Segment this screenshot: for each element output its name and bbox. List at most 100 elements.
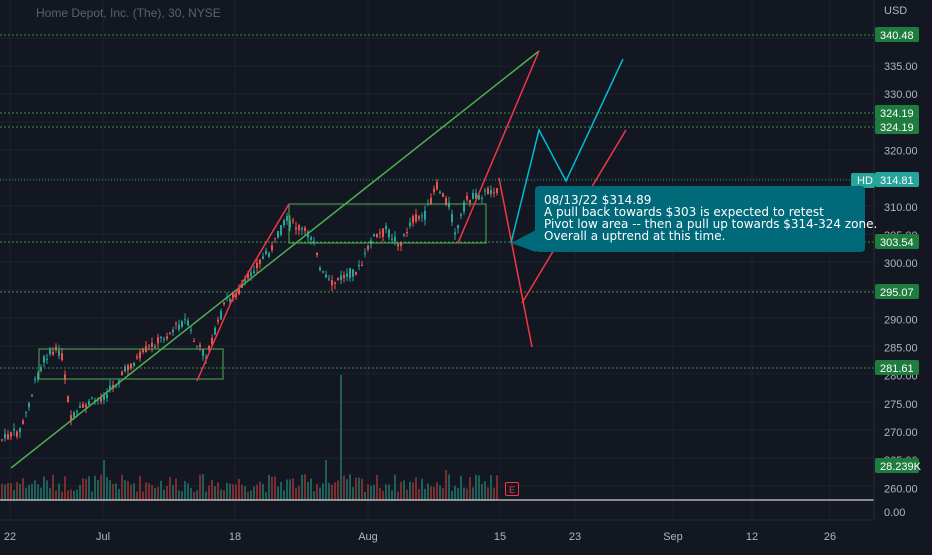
candle-body	[154, 346, 156, 348]
candle-body	[412, 216, 414, 223]
volume-bar	[325, 460, 327, 500]
volume-bar	[106, 477, 108, 500]
price-tick-label: 310.00	[884, 202, 918, 214]
projection-red-c[interactable]	[498, 177, 533, 348]
price-tag-volume: 28.239K	[880, 461, 922, 473]
volume-bar	[82, 478, 84, 500]
annotation-line-3: Pivot low area -- then a pull up towards…	[544, 217, 878, 231]
annotation-callout[interactable]: 08/13/22 $314.89 A pull back towards $30…	[535, 186, 878, 252]
price-tag-bg	[875, 172, 919, 187]
candle-body	[139, 351, 141, 359]
volume-bar	[334, 482, 336, 500]
volume-bar	[262, 483, 264, 500]
candle-body	[187, 320, 189, 326]
candle-body	[142, 349, 144, 353]
candle-body	[124, 366, 126, 372]
volume-bar	[37, 484, 39, 500]
volume-bar	[91, 491, 93, 500]
volume-bar	[427, 483, 429, 500]
candle-body	[238, 288, 240, 295]
axis-currency: USD	[884, 5, 907, 17]
volume-bar	[133, 483, 135, 500]
volume-bar	[406, 489, 408, 500]
candle-body	[250, 272, 252, 277]
horizontal-levels[interactable]	[0, 34, 874, 369]
candle-body	[58, 350, 60, 356]
ticker-badge-bg	[851, 173, 875, 188]
candle-body	[127, 365, 129, 371]
volume-bar	[364, 491, 366, 500]
volume-bar	[22, 478, 24, 500]
volume-bar	[85, 479, 87, 500]
volume-bar	[409, 481, 411, 500]
volume-bar	[55, 490, 57, 500]
projection-red-a[interactable]	[196, 203, 290, 382]
candle-body	[406, 232, 408, 234]
candle-body	[346, 273, 348, 277]
candle-body	[433, 188, 435, 193]
candle-body	[49, 348, 51, 355]
candle-body	[325, 274, 327, 278]
volume-bar	[157, 487, 159, 500]
volume-bar	[496, 475, 498, 500]
candle-body	[472, 192, 474, 199]
candle-body	[493, 192, 495, 194]
volume-bar	[337, 480, 339, 500]
volume-bar	[493, 487, 495, 500]
volume-bar	[472, 487, 474, 500]
projection-red-b[interactable]	[457, 50, 540, 244]
candle-body	[268, 253, 270, 257]
time-tick-label: Jul	[96, 531, 110, 543]
volume-bar	[196, 490, 198, 500]
candle-body	[10, 432, 12, 437]
volume-bar	[139, 475, 141, 500]
volume-bar	[229, 483, 231, 500]
candle-body	[343, 274, 345, 278]
volume-bar	[199, 474, 201, 500]
volume-bar	[370, 485, 372, 500]
time-axis[interactable]: 22 Jul 18 Aug 15 23 Sep 12 26	[0, 519, 874, 543]
volume-bar	[94, 475, 96, 500]
earnings-badge[interactable]: E	[505, 482, 519, 496]
price-tag-level-324-19-a: 324.19	[880, 108, 914, 120]
volume-bar	[79, 484, 81, 500]
volume-bar	[46, 480, 48, 500]
candle-body	[415, 214, 417, 222]
volume-bar	[202, 474, 204, 500]
candle-body	[76, 411, 78, 413]
volume-bar	[487, 487, 489, 500]
candle-body	[52, 351, 54, 355]
candle-body	[373, 234, 375, 236]
candle-body	[235, 292, 237, 297]
candle-body	[364, 253, 366, 255]
candle-body	[157, 337, 159, 344]
candle-body	[466, 196, 468, 200]
volume-bar	[73, 490, 75, 500]
volume-bar	[298, 485, 300, 500]
volume-bar	[13, 489, 15, 500]
price-tag-last-price: 314.81	[880, 175, 914, 187]
candle-body	[376, 233, 378, 237]
candle-body	[421, 215, 423, 217]
candle-body	[214, 327, 216, 335]
candle-body	[286, 215, 288, 221]
candle-body	[229, 299, 231, 302]
volume-bar	[400, 481, 402, 500]
candle-body	[205, 357, 207, 359]
price-tag-bg	[875, 360, 919, 375]
candle-body	[4, 433, 6, 439]
time-tick-label: 26	[824, 531, 836, 543]
volume-zero-label: 0.00	[884, 507, 905, 519]
projection-cyan[interactable]	[510, 58, 624, 244]
candle-body	[64, 374, 66, 381]
candle-body	[463, 202, 465, 212]
candle-body	[28, 403, 30, 408]
trend-line-green[interactable]	[10, 50, 540, 469]
price-tag-bg	[875, 119, 919, 134]
volume-bar	[169, 477, 171, 500]
consolidation-boxes[interactable]	[38, 203, 487, 380]
volume-bar	[4, 484, 6, 500]
time-tick-label: 18	[229, 531, 241, 543]
candle-body	[172, 330, 174, 333]
